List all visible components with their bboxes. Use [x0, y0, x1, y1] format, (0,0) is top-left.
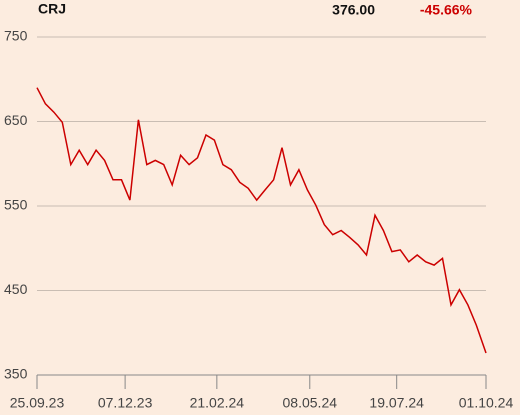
x-tick-label: 19.07.24 [369, 395, 424, 411]
price: 376.00 [332, 2, 375, 18]
x-tick-label: 08.05.24 [283, 395, 338, 411]
symbol: CRJ [38, 1, 66, 17]
y-tick-label: 750 [4, 28, 28, 44]
x-tick-label: 21.02.24 [190, 395, 245, 411]
x-tick-label: 25.09.23 [10, 395, 65, 411]
y-tick-label: 450 [4, 281, 28, 297]
y-tick-label: 550 [4, 197, 28, 213]
y-tick-label: 350 [4, 366, 28, 382]
price-line [36, 87, 487, 354]
y-tick-label: 650 [4, 112, 28, 128]
x-tick-label: 01.10.24 [459, 395, 514, 411]
x-tick-label: 07.12.23 [98, 395, 153, 411]
change: -45.66% [420, 2, 473, 18]
